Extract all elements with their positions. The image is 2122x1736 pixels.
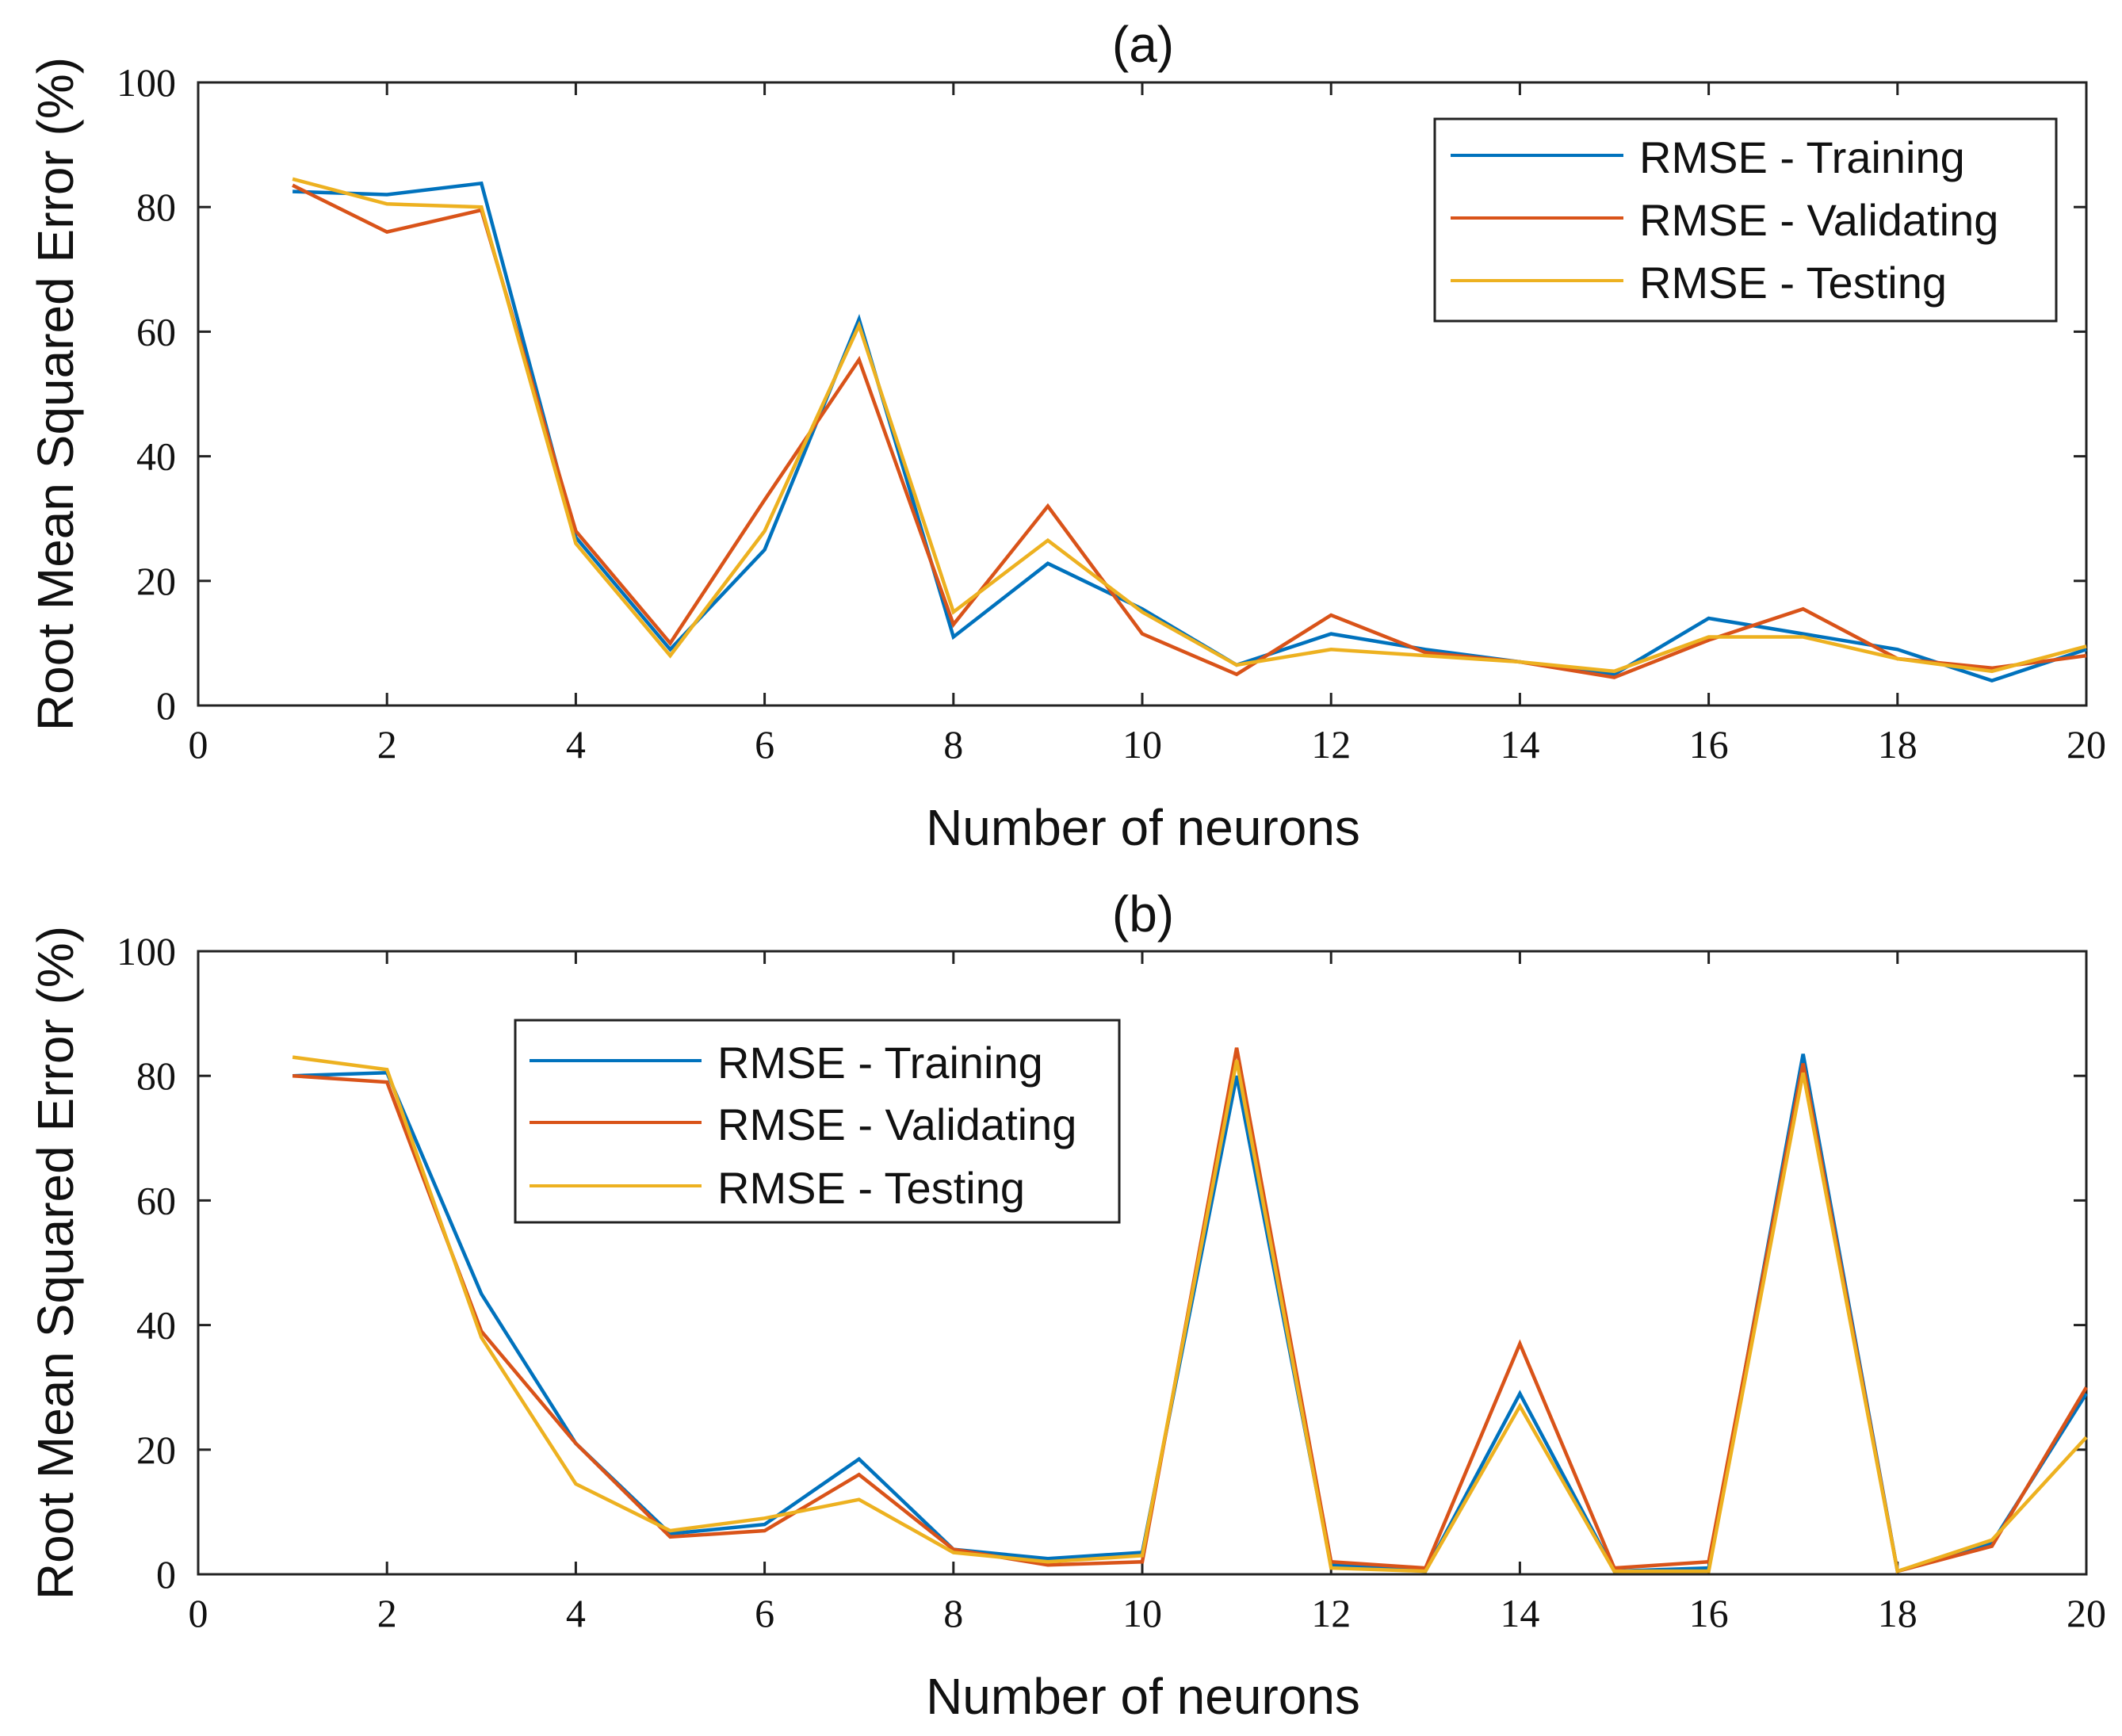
series-lines	[292, 1047, 2088, 1574]
x-tick-label: 0	[189, 1591, 208, 1635]
y-tick-label: 40	[136, 1303, 176, 1348]
chart-panel-b: (b) 0 2 4 6 8 10 12 14 16 18 20 0 20 40 60 80 100 Root M…	[27, 885, 2106, 1725]
x-tick-label: 16	[1689, 722, 1729, 767]
x-tick-label: 12	[1311, 722, 1351, 767]
axis-ticks: 0 2 4 6 8 10 12 14 16 18 20 0 20 40 60 80 100	[117, 60, 2106, 767]
legend-entry-testing: RMSE - Testing	[1639, 258, 1947, 308]
y-tick-label: 0	[156, 683, 176, 728]
x-tick-label: 10	[1122, 722, 1162, 767]
chart-panel-a: (a) 0 2 4 6 8 10 12 14 16 18 20 0 20 40 60 80 100 Root M…	[27, 16, 2106, 856]
legend-box	[1433, 117, 2058, 323]
legend: RMSE - Training RMSE - Validating RMSE -…	[1433, 117, 2058, 323]
x-tick-label: 6	[755, 1591, 774, 1635]
y-tick-label: 40	[136, 434, 176, 479]
x-tick-label: 10	[1122, 1591, 1162, 1635]
x-tick-label: 14	[1500, 722, 1539, 767]
y-tick-label: 20	[136, 559, 176, 603]
chart-title: (b)	[1112, 885, 1174, 943]
y-axis-label: Root Mean Squared Error (%)	[27, 926, 84, 1600]
y-tick-label: 60	[136, 1178, 176, 1222]
y-tick-label: 100	[117, 929, 176, 973]
x-tick-label: 18	[1878, 722, 1917, 767]
legend-entry-training: RMSE - Training	[1639, 132, 1965, 182]
x-tick-label: 6	[755, 722, 774, 767]
x-tick-label: 12	[1311, 1591, 1351, 1635]
legend-entry-validating: RMSE - Validating	[1639, 195, 1998, 245]
x-tick-label: 4	[566, 1591, 586, 1635]
series-line-rmse-validating	[292, 183, 2087, 679]
chart-title: (a)	[1112, 16, 1174, 73]
x-tick-label: 0	[189, 722, 208, 767]
legend-entry-testing: RMSE - Testing	[717, 1163, 1025, 1213]
plot-area	[197, 950, 2088, 1576]
x-tick-label: 16	[1689, 1591, 1729, 1635]
y-axis-label: Root Mean Squared Error (%)	[27, 57, 84, 731]
y-tick-label: 20	[136, 1428, 176, 1472]
legend: RMSE - Training RMSE - Validating RMSE -…	[514, 1019, 1121, 1224]
axis-ticks: 0 2 4 6 8 10 12 14 16 18 20 0 20 40 60 80 100	[117, 929, 2106, 1635]
x-tick-label: 4	[566, 722, 586, 767]
y-tick-label: 80	[136, 185, 176, 229]
series-lines	[292, 177, 2087, 683]
x-axis-label: Number of neurons	[926, 1668, 1360, 1725]
x-tick-label: 20	[2067, 722, 2106, 767]
x-axis-label: Number of neurons	[926, 799, 1360, 856]
legend-entry-training: RMSE - Training	[717, 1038, 1043, 1088]
series-line-rmse-testing	[292, 177, 2087, 674]
legend-entry-validating: RMSE - Validating	[717, 1099, 1076, 1149]
y-tick-label: 100	[117, 60, 176, 105]
x-tick-label: 8	[943, 1591, 963, 1635]
series-line-rmse-testing	[292, 1055, 2088, 1574]
y-tick-label: 0	[156, 1552, 176, 1596]
x-tick-label: 20	[2067, 1591, 2106, 1635]
y-tick-label: 80	[136, 1053, 176, 1098]
x-tick-label: 2	[377, 722, 397, 767]
x-tick-label: 8	[943, 722, 963, 767]
x-tick-label: 14	[1500, 1591, 1539, 1635]
y-tick-label: 60	[136, 309, 176, 354]
x-tick-label: 18	[1878, 1591, 1917, 1635]
x-tick-label: 2	[377, 1591, 397, 1635]
